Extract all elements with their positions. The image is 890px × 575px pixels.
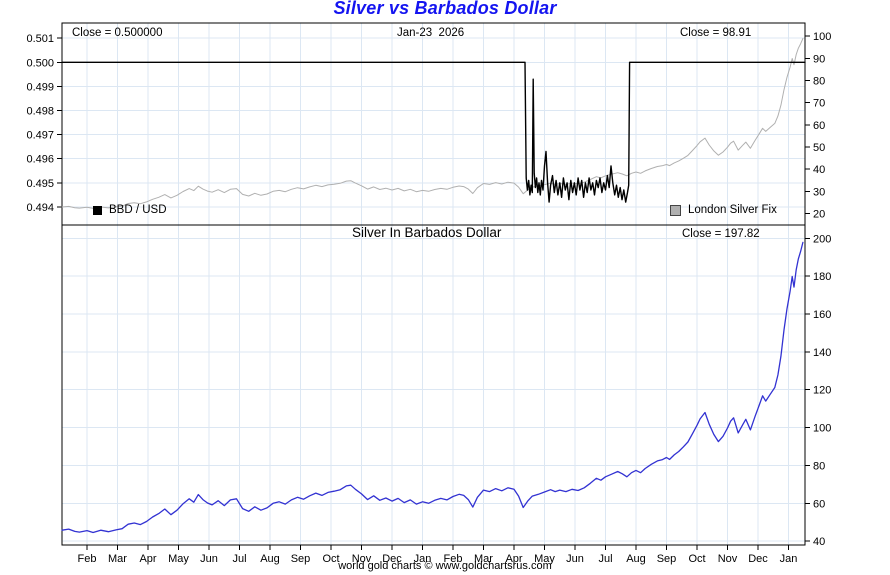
axis-tick-label: 80 (813, 461, 825, 473)
x-axis-month-label: May (534, 553, 555, 565)
x-axis-month-label: Mar (474, 553, 493, 565)
legend-bbd-usd-label: BBD / USD (109, 204, 167, 216)
x-axis-month-label: Jun (566, 553, 584, 565)
axis-tick-label: 0.500 (26, 57, 54, 69)
x-axis-month-label: Sep (291, 553, 311, 565)
legend-bbd-usd: BBD / USD (93, 204, 167, 216)
axis-tick-label: 90 (813, 53, 825, 65)
axis-tick-label: 60 (813, 120, 825, 132)
axis-tick-label: 0.496 (26, 154, 54, 166)
page-title: Silver vs Barbados Dollar (333, 0, 557, 18)
axis-tick-label: 0.499 (26, 81, 54, 93)
x-axis-month-label: May (168, 553, 189, 565)
series-london-silver-fix (61, 38, 804, 209)
panel-border (61, 224, 806, 546)
axis-tick-label: 120 (813, 385, 831, 397)
x-axis-month-label: Jan (780, 553, 798, 565)
silver-fix-legend-swatch-icon (670, 204, 681, 216)
x-axis-month-label: Jan (414, 553, 432, 565)
axis-tick-label: 140 (813, 347, 831, 359)
axis-tick-label: 70 (813, 98, 825, 110)
top-close-right-annotation: Close = 98.91 (680, 27, 752, 39)
x-axis-month-label: Aug (626, 553, 646, 565)
axis-tick-label: 100 (813, 31, 831, 43)
axis-tick-label: 50 (813, 142, 825, 154)
series-silver-in-barbados-dollar (61, 241, 804, 534)
axis-tick-label: 0.494 (26, 202, 54, 214)
axis-tick-label: 0.497 (26, 130, 54, 142)
x-axis-month-label: Sep (657, 553, 677, 565)
axis-tick-label: 40 (813, 536, 825, 548)
legend-london-silver-fix: London Silver Fix (670, 204, 777, 216)
x-axis-month-label: Mar (108, 553, 127, 565)
axis-tick-label: 60 (813, 498, 825, 510)
footer-credit: world gold charts © www.goldchartsrus.co… (338, 560, 552, 572)
top-close-left-annotation: Close = 0.500000 (72, 27, 163, 39)
bbd-usd-legend-swatch-icon (93, 205, 102, 215)
axis-tick-label: 40 (813, 164, 825, 176)
x-axis-month-label: Feb (78, 553, 97, 565)
bottom-close-annotation: Close = 197.82 (682, 228, 760, 240)
series-bbd-usd (61, 61, 806, 203)
axis-tick-label: 160 (813, 309, 831, 321)
bottom-chart-panel: 200 180 160 140 120 100 80 60 40 Feb Mar Apr May Jun J… (61, 224, 831, 565)
x-axis-month-label: Dec (382, 553, 402, 565)
x-axis-month-label: Feb (444, 553, 463, 565)
axis-tick-label: 0.495 (26, 178, 54, 190)
axis-tick-label: 0.501 (26, 33, 54, 45)
x-axis-month-label: Nov (352, 553, 372, 565)
x-axis-month-label: Jul (598, 553, 612, 565)
axis-tick-label: 20 (813, 209, 825, 221)
axis-tick-label: 80 (813, 75, 825, 87)
axis-tick-label: 100 (813, 423, 831, 435)
x-axis-month-label: Aug (260, 553, 280, 565)
axis-tick-label: 200 (813, 233, 831, 245)
top-chart-panel: 0.501 0.500 0.499 0.498 0.497 0.496 0.495 0.494… (26, 22, 831, 226)
x-axis-month-label: Apr (139, 553, 156, 565)
top-date-annotation: Jan-23 2026 (397, 27, 465, 39)
panel-border (61, 22, 806, 226)
legend-london-silver-fix-label: London Silver Fix (688, 204, 777, 216)
x-axis-month-label: Oct (322, 553, 339, 565)
x-axis-month-label: Oct (688, 553, 705, 565)
axis-tick-label: 0.498 (26, 106, 54, 118)
x-axis-month-label: Jul (232, 553, 246, 565)
x-axis-month-label: Jun (200, 553, 218, 565)
x-axis-month-label: Nov (718, 553, 738, 565)
bottom-panel-title: Silver In Barbados Dollar (352, 225, 502, 240)
x-axis-month-label: Apr (505, 553, 522, 565)
axis-tick-label: 30 (813, 186, 825, 198)
x-axis-month-label: Dec (748, 553, 768, 565)
axis-tick-label: 180 (813, 271, 831, 283)
